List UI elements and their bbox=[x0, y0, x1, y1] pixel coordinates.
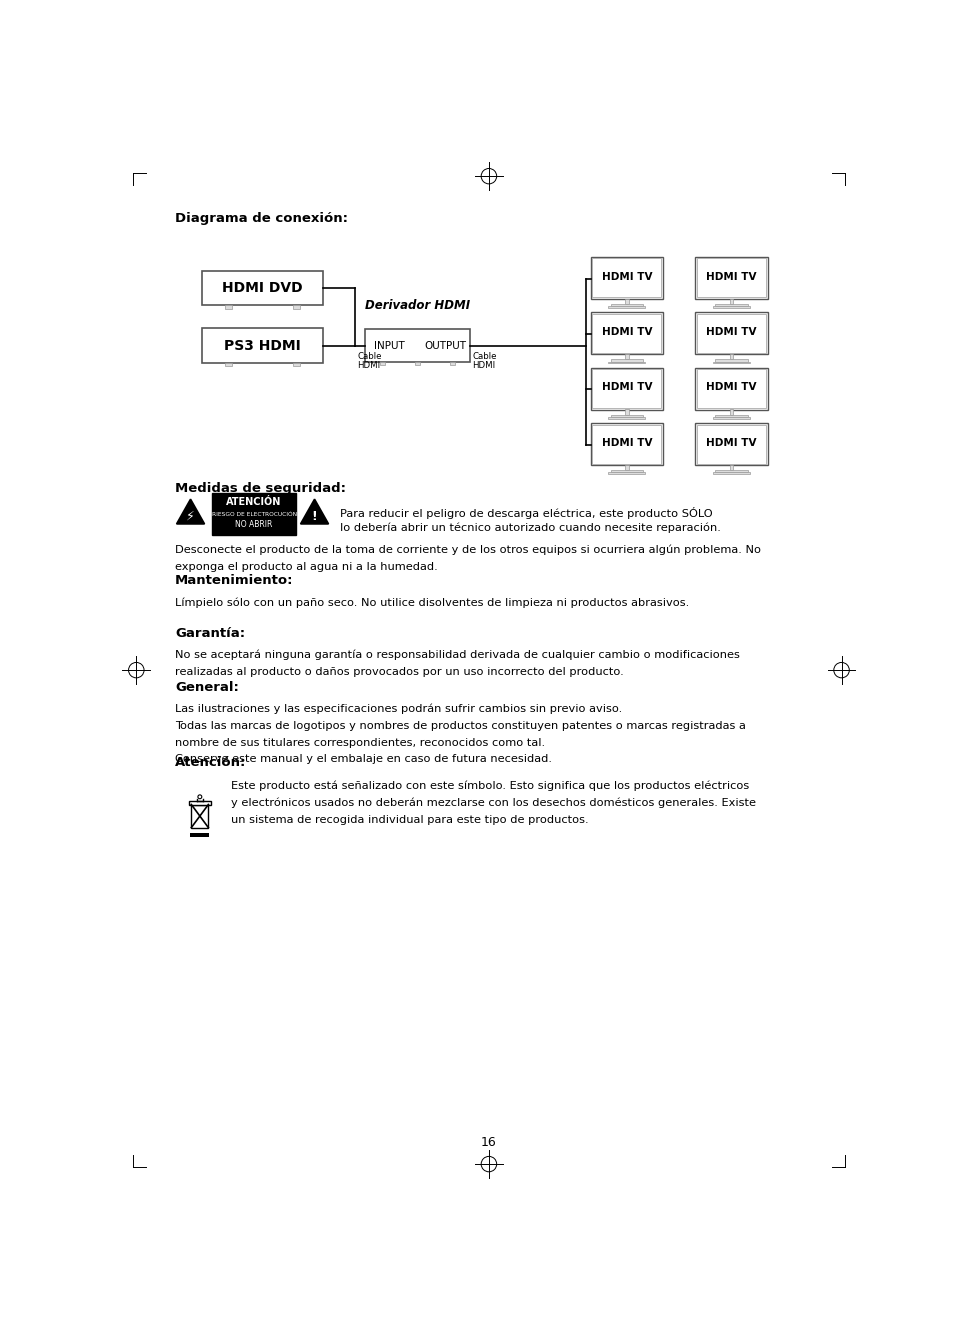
FancyBboxPatch shape bbox=[592, 369, 660, 409]
FancyBboxPatch shape bbox=[695, 423, 767, 466]
Bar bbox=[610, 415, 642, 417]
Bar bbox=[610, 360, 642, 361]
Text: INPUT: INPUT bbox=[374, 341, 404, 350]
Bar bbox=[212, 494, 295, 535]
Polygon shape bbox=[176, 499, 204, 524]
FancyBboxPatch shape bbox=[202, 271, 323, 305]
Bar bbox=[610, 470, 642, 472]
Bar bbox=[380, 362, 385, 365]
Text: PS3 HDMI: PS3 HDMI bbox=[224, 338, 301, 353]
Bar bbox=[729, 410, 733, 415]
Bar bbox=[192, 804, 208, 828]
Text: Este producto está señalizado con este símbolo. Esto significa que los productos: Este producto está señalizado con este s… bbox=[231, 780, 748, 791]
Text: HDMI TV: HDMI TV bbox=[705, 438, 756, 447]
Text: Conserve este manual y el embalaje en caso de futura necesidad.: Conserve este manual y el embalaje en ca… bbox=[174, 755, 552, 764]
FancyBboxPatch shape bbox=[697, 259, 765, 297]
Text: lo debería abrir un técnico autorizado cuando necesite reparación.: lo debería abrir un técnico autorizado c… bbox=[340, 523, 720, 533]
Bar bbox=[608, 417, 645, 419]
Bar bbox=[191, 832, 209, 837]
FancyBboxPatch shape bbox=[695, 256, 767, 299]
FancyBboxPatch shape bbox=[590, 368, 662, 410]
Text: HDMI TV: HDMI TV bbox=[705, 272, 756, 281]
FancyBboxPatch shape bbox=[697, 313, 765, 353]
Text: HDMI TV: HDMI TV bbox=[601, 438, 652, 447]
Text: Las ilustraciones y las especificaciones podrán sufrir cambios sin previo aviso.: Las ilustraciones y las especificaciones… bbox=[174, 703, 621, 714]
FancyBboxPatch shape bbox=[365, 329, 470, 362]
Text: Derivador HDMI: Derivador HDMI bbox=[365, 299, 470, 312]
Text: Cable
HDMI: Cable HDMI bbox=[472, 352, 497, 370]
Bar bbox=[624, 299, 628, 304]
FancyBboxPatch shape bbox=[592, 425, 660, 463]
Text: realizadas al producto o daños provocados por un uso incorrecto del producto.: realizadas al producto o daños provocado… bbox=[174, 666, 623, 677]
Text: ⚡: ⚡ bbox=[186, 510, 194, 523]
Bar bbox=[294, 305, 300, 309]
Bar bbox=[610, 304, 642, 307]
Text: Cable
HDMI: Cable HDMI bbox=[357, 352, 381, 370]
Bar bbox=[225, 305, 232, 309]
Bar bbox=[624, 464, 628, 470]
Bar bbox=[715, 304, 747, 307]
Bar bbox=[624, 354, 628, 360]
FancyBboxPatch shape bbox=[590, 423, 662, 466]
Text: Para reducir el peligro de descarga eléctrica, este producto SÓLO: Para reducir el peligro de descarga eléc… bbox=[340, 507, 712, 519]
Bar bbox=[608, 472, 645, 474]
Text: Mantenimiento:: Mantenimiento: bbox=[174, 575, 294, 588]
Bar bbox=[715, 415, 747, 417]
Bar bbox=[624, 410, 628, 415]
Text: General:: General: bbox=[174, 681, 238, 694]
Text: NO ABRIR: NO ABRIR bbox=[235, 520, 273, 529]
Bar bbox=[729, 354, 733, 360]
Bar bbox=[294, 362, 300, 366]
Bar bbox=[608, 307, 645, 308]
Text: exponga el producto al agua ni a la humedad.: exponga el producto al agua ni a la hume… bbox=[174, 561, 437, 572]
Text: Límpielo sólo con un paño seco. No utilice disolventes de limpieza ni productos : Límpielo sólo con un paño seco. No utili… bbox=[174, 597, 689, 608]
Text: OUTPUT: OUTPUT bbox=[424, 341, 466, 350]
Bar bbox=[729, 299, 733, 304]
FancyBboxPatch shape bbox=[592, 259, 660, 297]
FancyBboxPatch shape bbox=[202, 328, 323, 362]
Bar bbox=[189, 802, 211, 804]
Polygon shape bbox=[300, 499, 328, 524]
FancyBboxPatch shape bbox=[592, 313, 660, 353]
Circle shape bbox=[197, 795, 202, 799]
Text: !: ! bbox=[312, 510, 317, 523]
Text: RIESGO DE ELECTROCUCIÓN: RIESGO DE ELECTROCUCIÓN bbox=[212, 512, 296, 516]
Text: Todas las marcas de logotipos y nombres de productos constituyen patentes o marc: Todas las marcas de logotipos y nombres … bbox=[174, 721, 745, 731]
Text: HDMI TV: HDMI TV bbox=[705, 382, 756, 393]
FancyBboxPatch shape bbox=[590, 312, 662, 354]
Text: HDMI TV: HDMI TV bbox=[705, 326, 756, 337]
Text: Desconecte el producto de la toma de corriente y de los otros equipos si ocurrie: Desconecte el producto de la toma de cor… bbox=[174, 544, 760, 555]
Text: Diagrama de conexión:: Diagrama de conexión: bbox=[174, 212, 348, 226]
Bar bbox=[712, 417, 749, 419]
Text: HDMI DVD: HDMI DVD bbox=[222, 281, 303, 295]
Bar bbox=[712, 472, 749, 474]
FancyBboxPatch shape bbox=[695, 368, 767, 410]
Bar bbox=[450, 362, 455, 365]
Text: No se aceptará ninguna garantía o responsabilidad derivada de cualquier cambio o: No se aceptará ninguna garantía o respon… bbox=[174, 650, 740, 661]
Text: ATENCIÓN: ATENCIÓN bbox=[226, 498, 281, 507]
Text: Atención:: Atención: bbox=[174, 756, 246, 768]
Text: un sistema de recogida individual para este tipo de productos.: un sistema de recogida individual para e… bbox=[231, 815, 588, 825]
Text: y electrónicos usados no deberán mezclarse con los desechos domésticos generales: y electrónicos usados no deberán mezclar… bbox=[231, 798, 755, 808]
Bar bbox=[225, 362, 232, 366]
Bar bbox=[715, 470, 747, 472]
Text: HDMI TV: HDMI TV bbox=[601, 272, 652, 281]
FancyBboxPatch shape bbox=[697, 369, 765, 409]
Bar bbox=[712, 307, 749, 308]
Text: Garantía:: Garantía: bbox=[174, 626, 245, 640]
FancyBboxPatch shape bbox=[590, 256, 662, 299]
Bar bbox=[608, 361, 645, 364]
Bar bbox=[729, 464, 733, 470]
Bar bbox=[415, 362, 419, 365]
Text: Medidas de seguridad:: Medidas de seguridad: bbox=[174, 482, 346, 495]
Bar bbox=[712, 361, 749, 364]
FancyBboxPatch shape bbox=[695, 312, 767, 354]
Text: HDMI TV: HDMI TV bbox=[601, 382, 652, 393]
FancyBboxPatch shape bbox=[697, 425, 765, 463]
Bar bbox=[715, 360, 747, 361]
Text: nombre de sus titulares correspondientes, reconocidos como tal.: nombre de sus titulares correspondientes… bbox=[174, 738, 544, 747]
Text: HDMI TV: HDMI TV bbox=[601, 326, 652, 337]
Text: 16: 16 bbox=[480, 1136, 497, 1149]
